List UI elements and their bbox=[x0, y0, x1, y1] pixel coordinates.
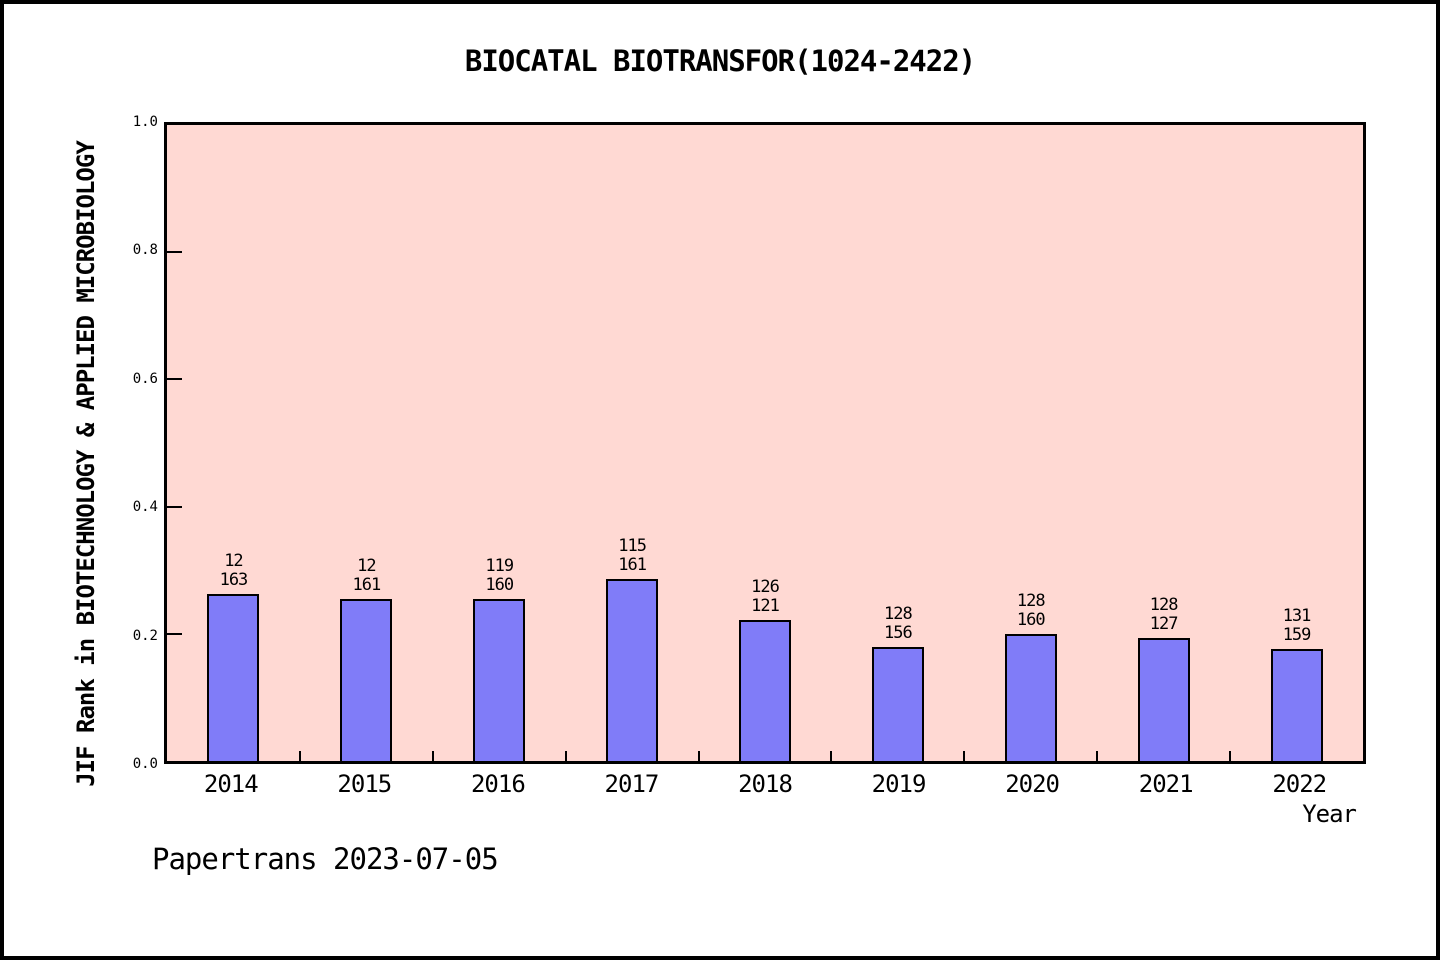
y-tick-label: 0.2 bbox=[132, 627, 158, 644]
chart-title: BIOCATAL BIOTRANSFOR(1024-2422) bbox=[464, 44, 976, 78]
bar-value-label-2017: 115 161 bbox=[618, 536, 647, 576]
x-tick-label-2014: 2014 bbox=[203, 770, 259, 798]
y-tick-label: 0.6 bbox=[132, 370, 158, 387]
y-tick-label: 0.0 bbox=[132, 756, 158, 772]
x-tick-label-2017: 2017 bbox=[604, 770, 660, 798]
x-axis-title: Year bbox=[1302, 800, 1357, 828]
x-minor-tick bbox=[963, 751, 966, 761]
x-tick-label-2020: 2020 bbox=[1005, 770, 1060, 798]
bar-2021 bbox=[1137, 637, 1190, 761]
bar-2017 bbox=[606, 579, 659, 761]
y-tick-label: 0.8 bbox=[132, 242, 158, 259]
plot-area: 12 163 12 161 119 160 115 161 126 121 128 156… bbox=[164, 122, 1366, 764]
y-tick-mark bbox=[167, 505, 182, 508]
bar-value-label-2019: 128 156 bbox=[884, 604, 913, 644]
y-tick-mark bbox=[167, 378, 182, 381]
bar-value-label-2021: 128 127 bbox=[1149, 594, 1179, 634]
bar-value-label-2018: 126 121 bbox=[751, 577, 780, 617]
x-tick-label-2018: 2018 bbox=[738, 770, 793, 798]
x-minor-tick bbox=[1229, 751, 1232, 761]
bar-value-label-2014: 12 163 bbox=[219, 550, 249, 590]
x-minor-tick bbox=[431, 751, 434, 761]
footer-watermark: Papertrans 2023-07-05 bbox=[152, 842, 499, 876]
x-minor-tick bbox=[298, 751, 301, 761]
y-axis-title: JIF Rank in BIOTECHNOLOGY & APPLIED MICR… bbox=[72, 141, 100, 787]
x-tick-label-2021: 2021 bbox=[1138, 770, 1194, 798]
y-tick-label: 1.0 bbox=[132, 114, 158, 130]
x-minor-tick bbox=[564, 751, 567, 761]
bar-value-label-2016: 119 160 bbox=[485, 555, 514, 595]
bar-2014 bbox=[207, 593, 260, 761]
bar-2019 bbox=[871, 647, 924, 761]
bar-2015 bbox=[340, 599, 393, 761]
bar-value-label-2015: 12 161 bbox=[352, 556, 381, 596]
bar-value-label-2022: 131 159 bbox=[1282, 606, 1312, 646]
x-tick-label-2019: 2019 bbox=[871, 770, 927, 798]
bar-2016 bbox=[473, 598, 526, 761]
bar-2022 bbox=[1270, 649, 1323, 761]
y-tick-label: 0.4 bbox=[132, 499, 158, 516]
x-tick-label-2022: 2022 bbox=[1272, 770, 1327, 798]
x-minor-tick bbox=[830, 751, 833, 761]
x-tick-label-2015: 2015 bbox=[337, 770, 392, 798]
y-tick-mark bbox=[167, 251, 182, 254]
x-minor-tick bbox=[1096, 751, 1099, 761]
y-tick-mark bbox=[167, 632, 182, 635]
bar-value-label-2020: 128 160 bbox=[1016, 590, 1046, 630]
bar-2020 bbox=[1004, 633, 1057, 761]
x-tick-label-2016: 2016 bbox=[470, 770, 526, 798]
bar-2018 bbox=[739, 620, 791, 761]
x-minor-tick bbox=[697, 751, 700, 761]
